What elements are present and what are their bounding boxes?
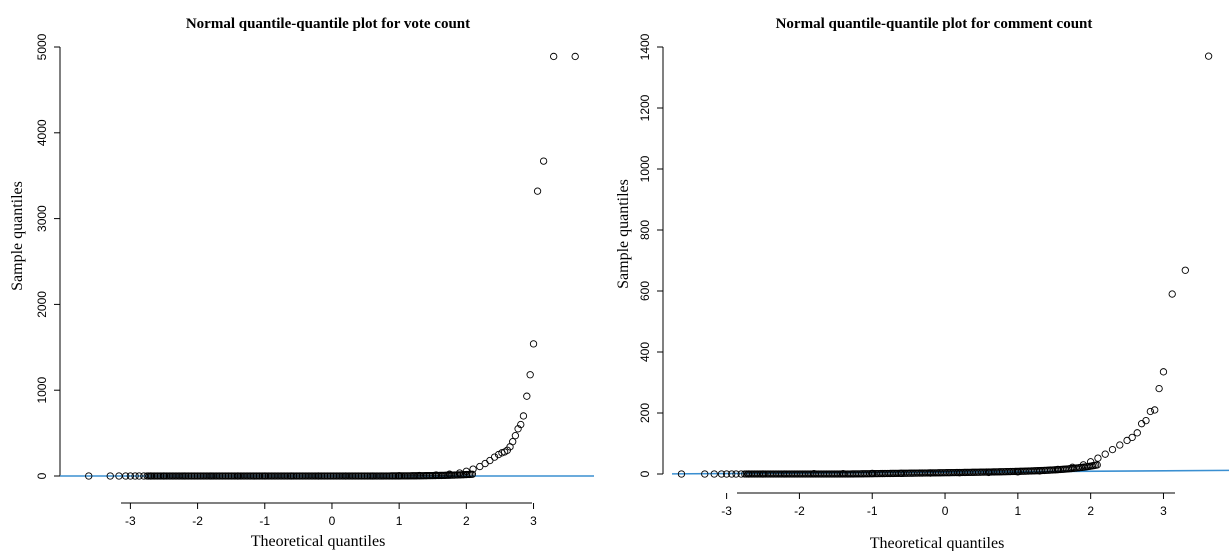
points-comment [677, 52, 1213, 478]
data-point [1181, 266, 1189, 274]
data-point [1142, 416, 1150, 425]
data-point [1146, 407, 1155, 416]
data-point [517, 420, 525, 429]
data-point [1151, 406, 1159, 414]
data-point [1108, 445, 1117, 454]
y-tick-label: 2000 [35, 291, 49, 318]
data-point [722, 470, 731, 478]
y-tick-label: 1000 [35, 377, 49, 404]
data-point [539, 157, 548, 165]
x-axis-vote: -3 -2 -1 0 1 2 3 [121, 502, 537, 528]
x-tick-label: -1 [259, 514, 270, 528]
y-tick-label: 1200 [638, 94, 652, 121]
data-point [523, 392, 531, 400]
y-tick-label: 600 [638, 281, 652, 301]
data-point [732, 470, 740, 478]
panel-comment-count: Normal quantile-quantile plot for commen… [615, 16, 1229, 551]
data-point [486, 456, 494, 465]
y-tick-label: 0 [35, 472, 49, 479]
data-point [1116, 441, 1124, 449]
data-point [468, 470, 477, 478]
panel-vote-count: Normal quantile-quantile plot for vote c… [9, 16, 594, 550]
chart-title-comment: Normal quantile-quantile plot for commen… [776, 16, 1093, 32]
data-point [106, 472, 114, 480]
data-point [533, 187, 542, 195]
x-tick-label: -3 [125, 514, 136, 528]
data-point [126, 472, 135, 480]
x-tick-label: -2 [794, 504, 805, 518]
data-point [135, 472, 143, 480]
x-tick-label: 2 [463, 514, 470, 528]
data-point [1168, 290, 1176, 298]
data-point [1133, 429, 1141, 437]
data-point [122, 472, 130, 480]
x-tick-label: 2 [1087, 504, 1094, 518]
data-point [526, 371, 534, 379]
points-vote [85, 52, 579, 480]
x-tick-label: 0 [942, 504, 949, 518]
y-ticks-comment: 0 200 400 600 800 1000 1200 1400 [638, 33, 663, 477]
data-point [481, 459, 489, 468]
y-tick-label: 5000 [35, 33, 49, 60]
x-tick-label: -2 [192, 514, 203, 528]
data-point [490, 453, 499, 461]
data-point [519, 412, 528, 420]
y-tick-label: 800 [638, 220, 652, 240]
data-point [571, 52, 579, 61]
chart-title-vote: Normal quantile-quantile plot for vote c… [186, 16, 470, 32]
data-point [550, 52, 558, 61]
y-axis-label-comment: Sample quantiles [615, 179, 632, 289]
data-point [1159, 368, 1168, 376]
x-tick-label: 3 [1160, 504, 1167, 518]
y-tick-label: 200 [638, 403, 652, 423]
data-point [728, 470, 736, 478]
data-point [494, 450, 503, 459]
data-point [701, 470, 709, 478]
data-point [131, 472, 139, 480]
data-point [1093, 461, 1101, 469]
data-point [1101, 450, 1109, 458]
x-tick-label: -3 [721, 504, 732, 518]
y-tick-label: 1000 [638, 155, 652, 182]
y-tick-label: 400 [638, 342, 652, 362]
data-point [1137, 420, 1146, 428]
data-point [1094, 454, 1102, 462]
y-tick-label: 0 [638, 470, 652, 477]
data-point [1204, 52, 1213, 60]
data-point [529, 340, 538, 348]
data-point [476, 462, 484, 471]
data-point [1128, 433, 1136, 442]
reference-line-comment [671, 469, 1229, 475]
data-point [511, 432, 520, 440]
data-point [1155, 384, 1163, 393]
y-axis-comment: 0 200 400 600 800 1000 1200 1400 [638, 33, 664, 477]
y-tick-label: 1400 [638, 33, 652, 60]
x-ticks-vote: -3 -2 -1 0 1 2 3 [125, 503, 537, 528]
x-ticks-comment: -3 -2 -1 0 1 2 3 [721, 493, 1167, 518]
y-tick-label: 4000 [35, 119, 49, 146]
x-axis-label-vote: Theoretical quantiles [251, 533, 386, 550]
x-tick-label: 1 [1015, 504, 1022, 518]
data-point [710, 470, 718, 478]
x-tick-label: -1 [867, 504, 878, 518]
x-tick-label: 1 [396, 514, 403, 528]
y-axis-label-vote: Sample quantiles [9, 181, 26, 291]
x-axis-label-comment: Theoretical quantiles [870, 535, 1005, 551]
x-tick-label: 0 [329, 514, 336, 528]
x-tick-label: 3 [530, 514, 537, 528]
data-point [677, 470, 686, 478]
x-axis-comment: -3 -2 -1 0 1 2 3 [721, 492, 1175, 518]
data-point [85, 472, 93, 480]
data-point [509, 438, 517, 446]
y-ticks-vote: 0 1000 2000 3000 4000 5000 [35, 33, 60, 479]
y-tick-label: 3000 [35, 205, 49, 232]
data-point [717, 470, 726, 478]
y-axis-vote: 0 1000 2000 3000 4000 5000 [35, 33, 61, 479]
